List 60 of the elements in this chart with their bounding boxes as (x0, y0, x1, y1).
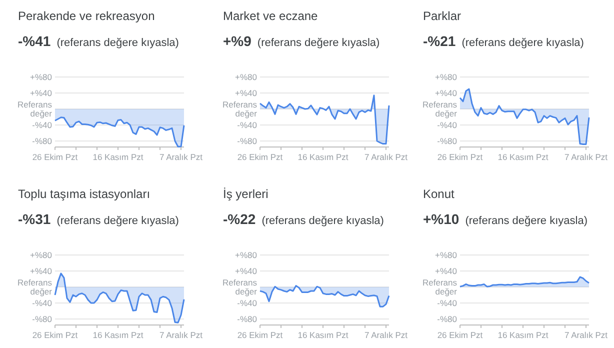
x-tick-label: 7 Aralık Pzt (364, 152, 408, 162)
y-tick-label: +%80 (435, 72, 458, 82)
y-tick-label: +%40 (435, 88, 458, 98)
y-tick-label: -%40 (437, 298, 458, 308)
y-tick-label: -%40 (237, 298, 258, 308)
chart-subtitle: -%41 (referans değere kıyasla) (18, 33, 179, 49)
x-tick-label: 7 Aralık Pzt (564, 330, 608, 340)
y-tick-label: Referans değer (18, 100, 52, 118)
x-tick-label: 16 Kasım Pzt (298, 152, 349, 162)
y-tick-label: Referans değer (222, 100, 258, 118)
y-tick-label: -%40 (237, 120, 258, 130)
y-tick-label: -%40 (32, 120, 52, 130)
y-tick-label: +%40 (235, 88, 258, 98)
x-tick-label: 26 Ekim Pzt (437, 330, 484, 340)
x-tick-label: 16 Kasım Pzt (498, 152, 549, 162)
y-tick-label: +%80 (30, 72, 52, 82)
y-tick-label: +%80 (235, 250, 258, 260)
chart-subtitle: +%10 (referans değere kıyasla) (423, 211, 588, 227)
chart-subtitle: +%9 (referans değere kıyasla) (223, 33, 380, 49)
y-tick-label: -%80 (237, 136, 258, 146)
chart-subtitle: -%31 (referans değere kıyasla) (18, 211, 179, 227)
y-tick-label: -%80 (32, 136, 52, 146)
x-tick-label: 26 Ekim Pzt (237, 152, 284, 162)
y-tick-label: Referans değer (422, 278, 458, 296)
y-tick-label: +%40 (30, 88, 52, 98)
y-tick-label: Referans değer (222, 278, 258, 296)
x-tick-label: 26 Ekim Pzt (237, 330, 284, 340)
y-tick-label: -%40 (32, 298, 52, 308)
y-tick-label: +%40 (435, 266, 458, 276)
x-tick-label: 26 Ekim Pzt (32, 152, 78, 162)
chart-title: Parklar (423, 9, 462, 23)
x-tick-label: 16 Kasım Pzt (92, 152, 144, 162)
y-tick-label: Referans değer (422, 100, 458, 118)
y-tick-label: -%80 (32, 314, 52, 324)
chart-subtitle: -%22 (referans değere kıyasla) (223, 211, 384, 227)
y-tick-label: +%80 (435, 250, 458, 260)
chart-title: İş yerleri (223, 187, 268, 201)
x-tick-label: 7 Aralık Pzt (160, 152, 204, 162)
y-tick-label: -%80 (237, 314, 258, 324)
y-tick-label: -%80 (437, 136, 458, 146)
x-tick-label: 26 Ekim Pzt (437, 152, 484, 162)
chart-title: Market ve eczane (223, 9, 318, 23)
x-tick-label: 16 Kasım Pzt (92, 330, 144, 340)
y-tick-label: +%40 (30, 266, 52, 276)
x-tick-label: 7 Aralık Pzt (160, 330, 204, 340)
x-tick-label: 16 Kasım Pzt (298, 330, 349, 340)
y-tick-label: -%40 (437, 120, 458, 130)
chart-title: Perakende ve rekreasyon (18, 9, 155, 23)
y-tick-label: +%40 (235, 266, 258, 276)
x-tick-label: 7 Aralık Pzt (564, 152, 608, 162)
y-tick-label: +%80 (235, 72, 258, 82)
x-tick-label: 26 Ekim Pzt (32, 330, 78, 340)
x-tick-label: 7 Aralık Pzt (364, 330, 408, 340)
chart-title: Toplu taşıma istasyonları (18, 187, 150, 201)
x-tick-label: 16 Kasım Pzt (498, 330, 549, 340)
y-tick-label: -%80 (437, 314, 458, 324)
chart-subtitle: -%21 (referans değere kıyasla) (423, 33, 584, 49)
y-tick-label: Referans değer (18, 278, 52, 296)
y-tick-label: +%80 (30, 250, 52, 260)
chart-title: Konut (423, 187, 456, 201)
